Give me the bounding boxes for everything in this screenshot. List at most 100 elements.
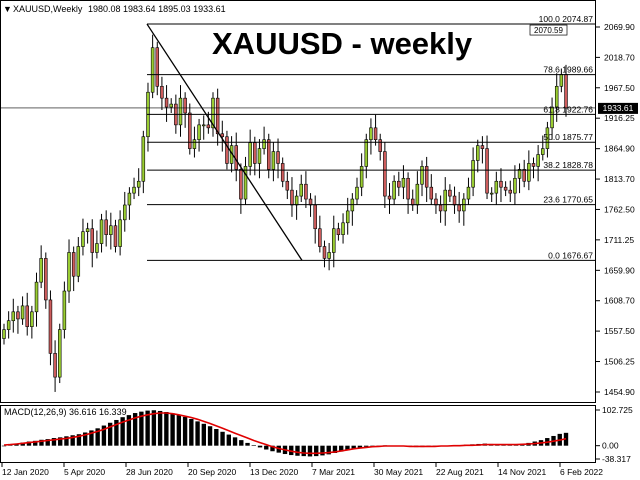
- macd-histogram-bar: [314, 445, 319, 457]
- macd-histogram-bar: [301, 445, 306, 457]
- price-plot-frame: [0, 0, 596, 403]
- macd-histogram-bar: [170, 413, 175, 446]
- macd-histogram-bar: [264, 445, 269, 450]
- candle-body: [397, 180, 401, 188]
- candle-body: [155, 47, 160, 87]
- candle-body: [16, 311, 20, 320]
- candle-body: [517, 169, 522, 179]
- chart-header-icon: ▼: [3, 4, 12, 14]
- macd-histogram-bar: [145, 410, 150, 446]
- time-tick-label: 28 Jun 2020: [126, 467, 173, 477]
- candle-body: [294, 195, 299, 206]
- macd-histogram-bar: [132, 413, 138, 446]
- candle-body: [211, 97, 215, 129]
- price-tick-label: 1454.90: [604, 387, 635, 397]
- candle-body: [11, 311, 16, 322]
- candle-body: [285, 180, 290, 191]
- candle-body: [476, 145, 480, 161]
- time-tick-label: 22 Aug 2021: [436, 467, 484, 477]
- current-price-badge: [598, 102, 638, 114]
- candle-body: [76, 246, 81, 277]
- ohlc-label: 1980.08 1983.64 1895.03 1933.61: [88, 4, 226, 14]
- macd-label: MACD(12,26,9) 36.616 16.339: [4, 407, 127, 417]
- candle-body: [373, 127, 378, 141]
- candle-body: [359, 166, 364, 188]
- candle-body: [164, 97, 169, 108]
- price-tick-label: 1506.25: [604, 357, 635, 367]
- macd-histogram-bar: [1, 445, 7, 447]
- candle-body: [550, 106, 554, 129]
- candle-body: [169, 103, 173, 108]
- macd-histogram-bar: [257, 445, 263, 448]
- candle-body: [188, 112, 192, 149]
- price-tick-label: 1762.50: [604, 204, 635, 214]
- macd-signal-line: [3, 412, 567, 455]
- candle-body: [44, 258, 48, 301]
- candle-body: [355, 186, 359, 200]
- macd-histogram-bar: [320, 445, 325, 456]
- candle-body: [57, 329, 62, 378]
- macd-histogram-bar: [326, 445, 331, 455]
- macd-histogram-bar: [164, 411, 169, 446]
- candle-body: [215, 97, 220, 135]
- candle-body: [183, 97, 187, 114]
- macd-histogram-bar: [114, 419, 119, 446]
- candle-body: [322, 246, 327, 259]
- price-layer: [0, 23, 596, 392]
- macd-histogram-bar: [182, 416, 188, 446]
- macd-histogram-bar: [289, 445, 294, 456]
- macd-histogram-bar: [239, 440, 244, 446]
- candle-body: [220, 133, 225, 138]
- fib-high-tag-text: 2070.59: [534, 26, 563, 35]
- candle-body: [95, 243, 99, 253]
- macd-histogram-bar: [33, 440, 38, 446]
- macd-histogram-bar: [45, 439, 50, 446]
- candle-body: [267, 139, 271, 170]
- candle-body: [299, 183, 303, 197]
- candle-body: [531, 163, 536, 167]
- candle-body: [104, 219, 108, 235]
- macd-histogram-bar: [201, 423, 207, 446]
- candle-body: [257, 148, 262, 164]
- time-tick-label: 13 Dec 2020: [250, 467, 298, 477]
- candle-body: [109, 225, 113, 235]
- candle-body: [197, 124, 201, 141]
- candle-body: [178, 97, 183, 126]
- macd-histogram-bar: [357, 445, 363, 448]
- candle-body: [401, 177, 406, 188]
- candle-body: [564, 74, 568, 109]
- macd-histogram-bar: [307, 445, 313, 457]
- candle-body: [494, 180, 499, 194]
- macd-histogram-bar: [120, 417, 125, 446]
- current-price-label: 1933.61: [603, 103, 634, 113]
- candle-body: [378, 139, 382, 152]
- macd-histogram-bar: [151, 410, 157, 446]
- fib-level-label: 0.0 1676.67: [548, 250, 593, 260]
- candle-body: [424, 166, 429, 188]
- candle-body: [30, 311, 34, 327]
- candle-body: [527, 163, 531, 182]
- macd-histogram-bar: [26, 441, 32, 446]
- time-tick-label: 7 Mar 2021: [312, 467, 355, 477]
- macd-histogram-bar: [58, 437, 63, 446]
- candle-body: [503, 186, 508, 191]
- candle-body: [448, 189, 452, 197]
- candle-body: [239, 169, 243, 200]
- fib-level-label: 61.8 1922.76: [543, 104, 593, 114]
- time-tick-label: 30 May 2021: [374, 467, 423, 477]
- candle-body: [336, 228, 341, 235]
- candle-body: [471, 160, 475, 188]
- candle-body: [248, 142, 252, 167]
- fib-level-label: 23.6 1770.65: [543, 195, 593, 205]
- macd-histogram-bar: [89, 430, 94, 446]
- macd-histogram-bar: [39, 439, 44, 446]
- macd-histogram-bar: [189, 418, 194, 446]
- macd-histogram-bar: [195, 421, 200, 446]
- candle-body: [485, 148, 489, 194]
- candle-body: [332, 228, 336, 253]
- fibonacci-retracement[interactable]: 100.0 2074.87 78.6 1989.66 61.8 1922.76 50.…: [147, 14, 596, 261]
- macd-plot-frame: [0, 405, 596, 463]
- time-tick-label: 6 Feb 2022: [560, 467, 603, 477]
